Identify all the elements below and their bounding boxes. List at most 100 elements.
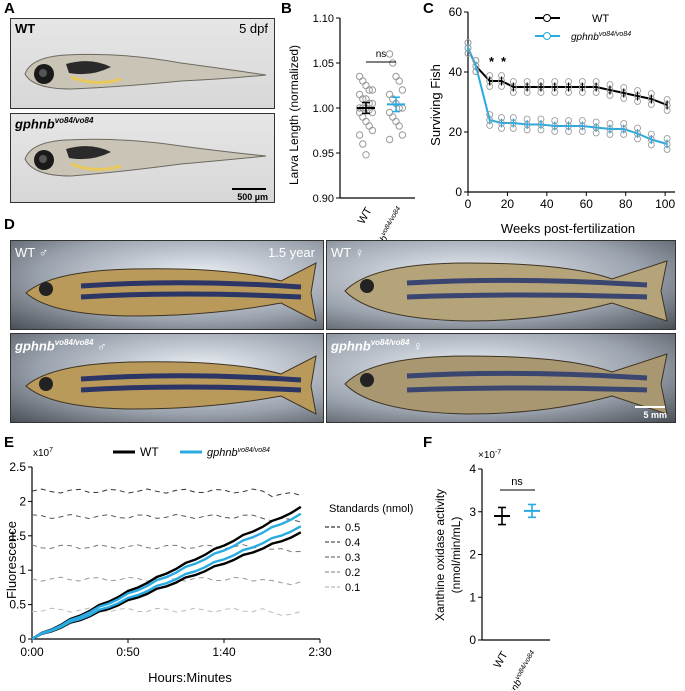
e-ytick-label: 2	[19, 494, 26, 508]
wt-male-photo: WT ♂ 1.5 year	[10, 240, 324, 330]
c-ylabel: Surviving Fish	[428, 64, 443, 146]
b-ytick-label: 1.05	[313, 58, 334, 70]
f-y-axis: 0 1 2 3 4	[469, 462, 550, 647]
f-data	[494, 503, 540, 526]
b-point	[365, 86, 373, 94]
c-axes: 0 20 40 60 0 20 40 60 80 100	[449, 5, 676, 211]
b-point	[398, 131, 407, 139]
e-standard-legend-label: 0.1	[345, 582, 360, 594]
mutant-larva-drawing	[24, 138, 267, 177]
e-standard-legend-label: 0.3	[345, 552, 360, 564]
mutant-male-label: gphnbvo84/vo84 ♂	[15, 338, 107, 354]
b-point	[368, 86, 377, 94]
panel-letter-c: C	[423, 0, 434, 17]
f-ylabel-line2: (nmol/min/mL)	[449, 517, 463, 594]
scale-bar-label: 500 µm	[237, 192, 268, 202]
mutant-genotype-label: gphnbvo84/vo84	[15, 116, 94, 132]
c-series-line	[467, 47, 668, 106]
b-ytick-label: 1.00	[313, 103, 334, 115]
e-xlabel: Hours:Minutes	[148, 670, 232, 685]
e-series-line	[31, 512, 302, 641]
e-standard-line	[31, 513, 301, 523]
b-significance-label: ns	[376, 49, 387, 60]
b-point	[359, 140, 367, 148]
b-ylabel: Larva Length (normalized)	[287, 45, 301, 185]
xanthine-oxidase-chart: 0 1 2 3 4 Xanthine oxidase activity (nmol/mi…	[433, 449, 550, 690]
b-point	[362, 151, 370, 159]
e-standards-title: Standards (nmol)	[329, 503, 413, 515]
c-ytick-label: 40	[449, 65, 463, 79]
b-point	[392, 72, 400, 81]
b-y-axis: 0.90 0.95 1.00 1.05 1.10	[313, 13, 415, 205]
b-point	[355, 108, 364, 117]
c-series	[464, 39, 671, 153]
b-xtick-wt: WT	[356, 205, 375, 226]
b-point	[392, 117, 400, 126]
b-point	[389, 59, 397, 67]
e-ylabel: Fluorescence	[4, 521, 19, 599]
fluorescence-chart: 0 0.5 1 1.5 2 2.5 0:00 0:50 1:40 2:30 Fluorescenc…	[4, 445, 413, 685]
wt-female-photo: WT ♀	[326, 240, 676, 330]
adult-scale-bar-label: 5 mm	[643, 410, 667, 420]
b-point	[365, 122, 373, 130]
panel-letter-b: B	[281, 0, 292, 17]
b-ytick-label: 0.95	[313, 148, 334, 160]
c-legend: WT gphnbvo84/vo84	[535, 13, 631, 43]
c-ytick-label: 60	[449, 5, 463, 19]
c-xtick-label: 40	[540, 197, 554, 211]
c-series-line	[467, 47, 668, 145]
b-point	[355, 72, 364, 81]
f-ylabel-line1: Xanthine oxidase activity	[433, 489, 447, 621]
c-xtick-label: 100	[655, 197, 675, 211]
panel-letter-d: D	[4, 216, 15, 233]
f-ytick-label: 1	[469, 590, 476, 604]
mutant-male-fish-drawing	[25, 355, 317, 415]
e-yscale: x107	[33, 447, 53, 459]
mutant-female-label: gphnbvo84/vo84 ♀	[331, 338, 423, 354]
wt-larva-photo: WT 5 dpf	[10, 18, 275, 109]
wt-label: WT	[15, 21, 36, 36]
e-standard-lines	[31, 488, 301, 616]
panel-letter-e: E	[4, 434, 15, 451]
e-axes: 0 0.5 1 1.5 2 2.5 0:00 0:50 1:40 2:30	[9, 460, 332, 659]
f-significance-label: ns	[511, 476, 523, 488]
e-legend-wt: WT	[140, 445, 159, 459]
b-point	[362, 117, 370, 126]
wt-female-fish-drawing	[344, 260, 668, 322]
e-standards-legend: 0.5 0.4 0.3 0.2 0.1	[325, 522, 360, 594]
f-yscale: ×10-7	[478, 449, 501, 461]
b-point	[368, 108, 377, 117]
e-standard-legend-label: 0.4	[345, 537, 360, 549]
wt-male-fish-drawing	[25, 262, 317, 322]
e-standard-legend-label: 0.5	[345, 522, 360, 534]
b-point	[389, 113, 397, 121]
b-point	[385, 108, 394, 117]
c-xtick-label: 0	[465, 197, 472, 211]
survival-chart: 0 20 40 60 0 20 40 60 80 100 Surviving Fish Weeks…	[428, 5, 676, 236]
e-series-line	[31, 525, 302, 641]
e-standard-line	[31, 607, 301, 616]
b-point	[355, 90, 364, 99]
wt-larva-drawing	[24, 53, 267, 90]
e-legend-mutant: gphnbvo84/vo84	[207, 447, 270, 459]
c-legend-mutant: gphnbvo84/vo84	[571, 31, 631, 43]
b-point	[355, 131, 364, 139]
b-point	[362, 81, 370, 90]
c-asterisk-1: *	[489, 54, 495, 69]
b-point	[385, 90, 394, 99]
adult-age-label: 1.5 year	[268, 245, 315, 260]
e-ytick-label: 1.5	[9, 529, 26, 543]
c-ytick-label: 0	[455, 185, 462, 199]
c-xtick-label: 20	[501, 197, 515, 211]
adult-scale-bar	[635, 406, 665, 408]
c-legend-wt: WT	[592, 13, 609, 25]
c-asterisk-2: *	[501, 54, 507, 69]
mutant-female-photo: gphnbvo84/vo84 ♀ 5 mm	[326, 333, 676, 423]
mutant-larva-photo: gphnbvo84/vo84 500 µm	[10, 113, 275, 203]
f-xtick-wt: WT	[492, 649, 511, 670]
f-ytick-label: 3	[469, 505, 476, 519]
b-point	[368, 99, 377, 108]
e-xtick-label: 1:40	[212, 645, 236, 659]
b-point	[385, 135, 394, 144]
e-xtick-label: 2:30	[308, 645, 332, 659]
